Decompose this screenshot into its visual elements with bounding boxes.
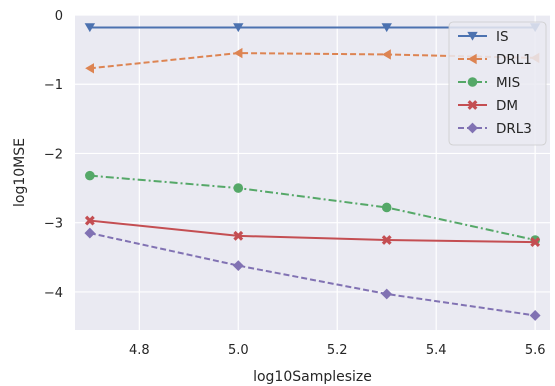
legend-label: DM — [496, 98, 518, 114]
y-tick-label: 0 — [55, 9, 63, 24]
legend-marker — [467, 100, 478, 110]
series-line-dm — [89, 219, 536, 244]
data-point — [530, 237, 541, 248]
y-tick-label: −4 — [44, 286, 63, 301]
x-tick-label: 5.4 — [426, 343, 447, 358]
legend-item-dm: DM — [458, 98, 518, 114]
y-tick-label: −3 — [44, 217, 63, 232]
tick-labels: 4.8 5.0 5.2 5.4 5.6 0 −1 −2 −3 −4 — [44, 9, 546, 358]
legend-item-is: IS — [458, 29, 509, 45]
x-tick-label: 4.8 — [129, 343, 150, 358]
data-point — [382, 49, 391, 60]
legend-marker — [467, 77, 478, 87]
legend-label: DRL3 — [496, 121, 532, 137]
data-point — [232, 260, 244, 272]
series-dm — [84, 215, 541, 248]
legend-marker — [467, 31, 478, 41]
legend-box — [448, 21, 547, 146]
legend-label: MIS — [496, 75, 520, 91]
data-point — [233, 230, 244, 241]
series-drl3 — [84, 227, 541, 321]
data-point — [84, 215, 95, 226]
data-point — [233, 47, 243, 59]
data-point — [233, 23, 244, 33]
x-axis-label: log10Samplesize — [253, 369, 372, 385]
x-tick-label: 5.2 — [327, 343, 348, 358]
data-point — [85, 170, 95, 181]
legend-label: DRL1 — [496, 52, 532, 68]
y-axis-label: log10MSE — [12, 138, 28, 207]
legend-item-drl1: DRL1 — [458, 52, 532, 68]
y-tick-label: −1 — [44, 78, 63, 93]
data-point — [233, 183, 244, 193]
data-point — [85, 63, 95, 74]
legend: IS DRL1 MIS DM DRL3 — [448, 21, 547, 146]
legend-label: IS — [496, 29, 509, 45]
legend-marker — [467, 53, 477, 65]
x-tick-label: 5.6 — [525, 343, 546, 358]
series-line-mis — [89, 174, 536, 241]
data-point — [84, 23, 96, 33]
data-point — [529, 310, 541, 321]
legend-marker — [467, 122, 478, 134]
data-point — [381, 23, 392, 33]
legend-item-drl3: DRL3 — [458, 121, 532, 137]
series-line-drl3 — [89, 232, 536, 317]
data-point — [381, 202, 392, 213]
x-tick-label: 5.0 — [228, 343, 249, 358]
y-tick-label: −2 — [44, 147, 63, 162]
data-point — [84, 227, 96, 239]
data-point — [381, 288, 393, 300]
data-point — [381, 235, 392, 245]
legend-item-mis: MIS — [458, 75, 520, 91]
